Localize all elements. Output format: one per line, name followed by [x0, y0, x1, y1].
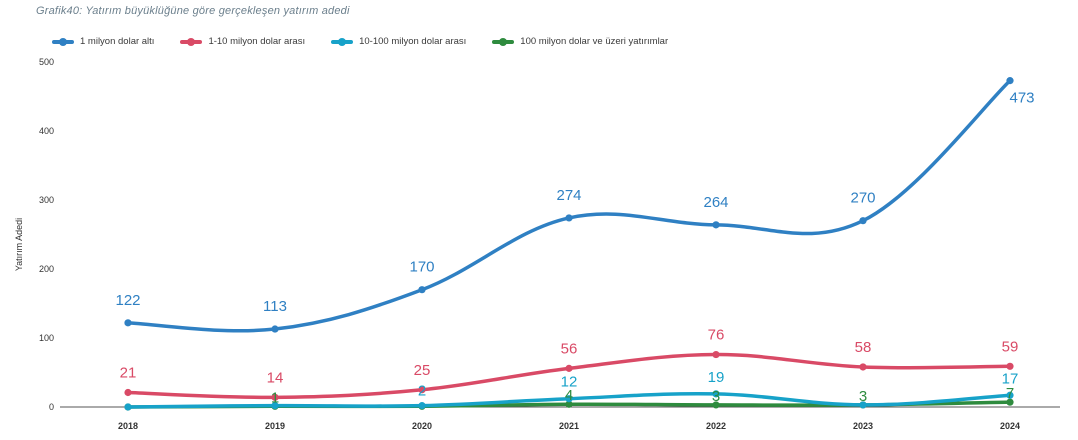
- data-point: [859, 363, 867, 371]
- data-label: 274: [556, 187, 581, 204]
- data-point: [1006, 77, 1014, 85]
- data-point: [1006, 362, 1014, 370]
- y-tick-label: 500: [39, 57, 54, 67]
- data-label: 3: [712, 388, 720, 405]
- chart-title: Grafik40: Yatırım büyüklüğüne göre gerçe…: [36, 5, 350, 17]
- data-point: [565, 400, 573, 408]
- data-label: 19: [708, 369, 725, 386]
- legend-label: 1-10 milyon dolar arası: [208, 36, 306, 47]
- data-label: 3: [859, 388, 867, 405]
- data-label: 113: [263, 298, 287, 315]
- x-tick-label: 2023: [853, 421, 873, 431]
- x-tick-label: 2021: [559, 421, 579, 431]
- y-axis-title: Yatırım Adedi: [14, 218, 24, 271]
- data-label: 1: [271, 389, 279, 406]
- legend-swatch: [180, 37, 203, 46]
- data-label: 12: [561, 374, 578, 391]
- data-label: 2: [418, 383, 426, 400]
- data-point: [418, 402, 426, 410]
- legend-swatch: [52, 37, 74, 46]
- data-label: 25: [414, 362, 431, 379]
- data-label: 170: [409, 259, 434, 276]
- data-point: [565, 214, 573, 222]
- legend-swatch: [492, 37, 515, 46]
- x-tick-label: 2024: [1000, 421, 1020, 431]
- legend-label: 1 milyon dolar altı: [80, 36, 155, 47]
- data-label: 122: [115, 292, 140, 309]
- x-tick-label: 2020: [412, 421, 432, 431]
- x-tick-label: 2019: [265, 421, 285, 431]
- y-tick-label: 100: [39, 333, 54, 343]
- data-label: 7: [1006, 385, 1014, 402]
- legend-label: 100 milyon dolar ve üzeri yatırımlar: [520, 36, 669, 47]
- data-point: [271, 402, 279, 410]
- legend-item: 1-10 milyon dolar arası: [180, 36, 305, 47]
- data-point: [859, 217, 867, 225]
- x-tick-label: 2018: [118, 421, 138, 431]
- data-point: [859, 401, 867, 409]
- legend-label: 10-100 milyon dolar arası: [359, 36, 467, 47]
- data-point: [418, 286, 426, 294]
- x-tick-label: 2022: [706, 421, 726, 431]
- data-label: 17: [1002, 370, 1019, 387]
- data-label: 58: [855, 339, 872, 356]
- legend-item: 10-100 milyon dolar arası: [331, 36, 466, 47]
- data-point: [712, 221, 720, 229]
- data-point: [271, 325, 279, 333]
- data-point: [565, 364, 573, 372]
- legend-item: 1 milyon dolar altı: [52, 36, 154, 47]
- data-label: 264: [703, 194, 728, 211]
- data-point: [124, 388, 132, 397]
- data-point: [1006, 398, 1014, 406]
- legend: 1 milyon dolar altı 1-10 milyon dolar ara…: [52, 36, 668, 47]
- data-point: [124, 403, 132, 411]
- y-tick-label: 300: [39, 195, 54, 205]
- data-label: 4: [565, 387, 573, 404]
- legend-item: 100 milyon dolar ve üzeri yatırımlar: [492, 36, 668, 47]
- data-point: [565, 395, 573, 403]
- series-line: [126, 78, 1012, 333]
- y-tick-label: 0: [49, 402, 54, 412]
- data-label: 56: [561, 340, 578, 357]
- data-label: 59: [1002, 338, 1019, 355]
- data-point: [712, 401, 720, 409]
- data-point: [418, 386, 426, 394]
- data-label: 76: [708, 327, 725, 344]
- y-tick-label: 400: [39, 126, 54, 136]
- data-point: [271, 393, 279, 401]
- data-point: [712, 350, 720, 359]
- data-label: 14: [267, 369, 284, 386]
- data-point: [124, 319, 132, 327]
- legend-swatch: [331, 37, 354, 46]
- data-label: 270: [850, 190, 875, 207]
- data-point: [712, 390, 720, 398]
- data-point: [1006, 391, 1014, 399]
- y-tick-label: 200: [39, 264, 54, 274]
- data-label: 21: [120, 365, 137, 382]
- data-label: 473: [1009, 90, 1034, 107]
